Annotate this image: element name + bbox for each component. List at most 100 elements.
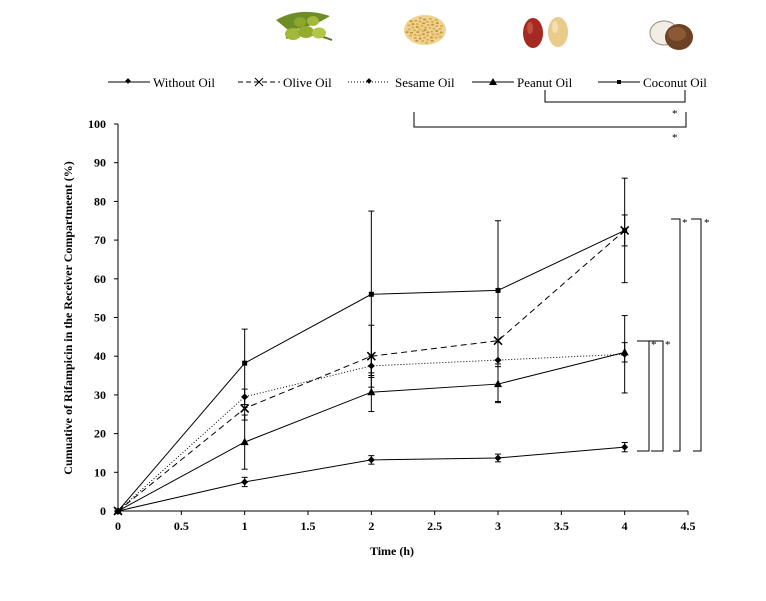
sesame-seed — [439, 24, 444, 27]
x-tick-label: 0 — [115, 519, 121, 533]
sesame-seed — [438, 35, 442, 38]
significance-star: * — [672, 132, 678, 144]
series-without-oil — [114, 442, 629, 515]
x-tick-label: 4 — [622, 519, 628, 533]
significance-star: * — [651, 339, 657, 351]
data-point — [621, 443, 629, 451]
sesame-seed — [407, 24, 411, 27]
sesame-seed — [411, 23, 415, 26]
data-point — [241, 478, 249, 486]
y-tick-label: 10 — [94, 465, 106, 479]
significance-brackets — [413, 90, 702, 452]
data-point — [115, 508, 121, 514]
sesame-seed — [430, 39, 434, 42]
significance-star: * — [704, 217, 710, 229]
sesame-seed — [423, 26, 427, 29]
sesame-seed — [415, 26, 419, 29]
y-tick-label: 50 — [94, 311, 106, 325]
legend: Without Oil Olive Oil Sesame Oil Peanut … — [108, 75, 707, 90]
significance-star: * — [665, 339, 671, 351]
sesame-seed — [430, 30, 434, 33]
significance-marks: * * * * * * — [651, 108, 710, 351]
x-tick-label: 3 — [495, 519, 501, 533]
sesame-seed — [414, 19, 418, 22]
sesame-seed — [411, 26, 415, 29]
sesame-seed — [412, 29, 417, 32]
x-tick-label: 4.5 — [681, 519, 696, 533]
bracket-right-4 — [691, 218, 702, 452]
data-point — [242, 360, 248, 366]
sesame-seed — [425, 20, 430, 23]
sesame-seed — [426, 31, 430, 34]
sesame-seed — [417, 34, 422, 37]
x-ticks: 0 0.5 1 1.5 2 2.5 3 3.5 4 4.5 — [115, 511, 696, 533]
bracket-peanut-coconut — [544, 90, 686, 103]
sesame-seed — [428, 17, 432, 20]
series-line — [117, 230, 625, 512]
coconut-icon — [649, 20, 693, 50]
bracket-right-1 — [637, 340, 650, 452]
legend-label: Peanut Oil — [517, 75, 573, 90]
sesame-seed — [421, 39, 425, 42]
data-point — [620, 347, 629, 356]
data-point — [240, 437, 249, 446]
legend-label: Olive Oil — [283, 75, 332, 90]
sesame-seed — [435, 29, 439, 32]
x-tick-label: 2.5 — [427, 519, 442, 533]
sesame-seed — [432, 27, 436, 30]
y-tick-label: 40 — [94, 349, 106, 363]
sesame-seed — [425, 41, 429, 44]
sesame-seed — [428, 26, 432, 29]
legend-label: Sesame Oil — [395, 75, 455, 90]
sesame-seed — [429, 36, 434, 39]
sesame-seed — [423, 36, 427, 39]
sesame-seed — [415, 23, 420, 26]
x-tick-label: 1 — [242, 519, 248, 533]
series-coconut-oil — [115, 177, 628, 514]
peanut-icon — [523, 17, 568, 48]
sesame-seed — [418, 17, 423, 20]
y-tick-label: 60 — [94, 272, 106, 286]
legend-label: Coconut Oil — [643, 75, 707, 90]
y-ticks: 0 10 20 30 40 50 60 70 80 90 100 — [88, 117, 118, 518]
data-point — [367, 456, 375, 464]
sesame-seed — [418, 28, 422, 31]
bracket-right-3 — [671, 218, 681, 452]
y-axis-label: Cumuative of Rifampicin in the Receiver … — [61, 161, 75, 474]
y-tick-label: 30 — [94, 388, 106, 402]
sesame-seed — [413, 33, 417, 36]
sesame-seed — [409, 20, 413, 23]
y-tick-label: 70 — [94, 233, 106, 247]
y-tick-label: 90 — [94, 156, 106, 170]
data-point — [622, 227, 628, 233]
sesame-seed — [405, 31, 409, 34]
x-tick-label: 1.5 — [301, 519, 316, 533]
sesame-seed — [409, 31, 414, 34]
series-peanut-oil — [114, 342, 629, 514]
data-point — [240, 403, 250, 414]
sesame-seed — [415, 39, 419, 42]
sesame-seed — [421, 33, 426, 36]
sesame-seed — [435, 33, 439, 36]
sesame-seed — [426, 23, 430, 26]
sesame-seed — [420, 24, 424, 27]
plot-area — [113, 177, 630, 516]
data-point — [495, 287, 501, 293]
sesame-seed — [416, 31, 420, 34]
x-tick-label: 0.5 — [174, 519, 189, 533]
legend-item-sesame-oil: Sesame Oil — [348, 75, 455, 90]
sesame-seed — [413, 36, 417, 39]
sesame-seed — [408, 34, 412, 37]
legend-item-coconut-oil: Coconut Oil — [598, 75, 707, 90]
sesame-seed — [421, 22, 426, 25]
y-tick-label: 0 — [100, 504, 106, 518]
significance-star: * — [672, 108, 678, 120]
sesame-seed — [426, 34, 430, 37]
legend-item-peanut-oil: Peanut Oil — [472, 75, 573, 90]
y-tick-label: 80 — [94, 194, 106, 208]
sesame-seed — [430, 20, 434, 23]
sesame-seed — [418, 20, 422, 23]
legend-label: Without Oil — [153, 75, 215, 90]
data-point — [494, 454, 502, 462]
